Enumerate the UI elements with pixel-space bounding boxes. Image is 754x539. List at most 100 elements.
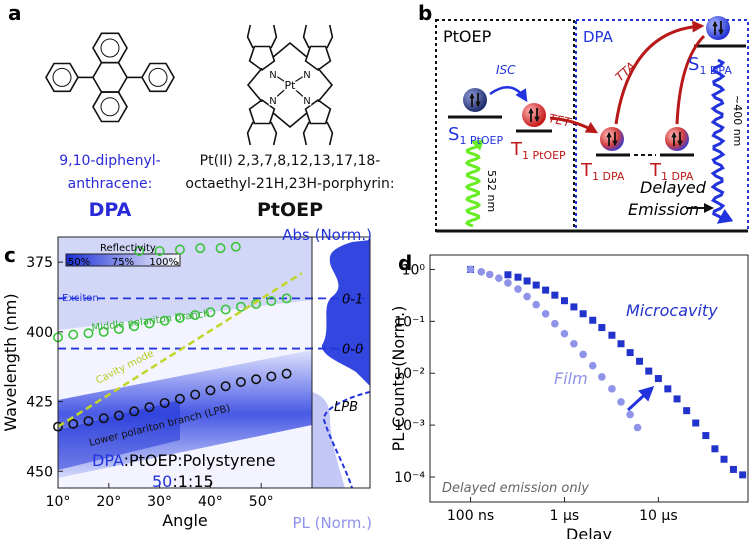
sample-part: DPA [92,451,124,470]
pl-spectrum [323,391,371,489]
point [174,244,185,255]
y-tick-label: 10⁻¹ [394,314,425,330]
x-tick-label: 10° [46,494,71,510]
ring [92,91,128,123]
point [608,385,616,393]
note: Delayed emission only [442,481,589,496]
point [626,349,634,357]
point [711,445,719,453]
molecule-name: 9,10-diphenyl- [59,153,160,169]
ptoep-box [435,19,575,232]
x-axis-title: Delay [566,525,612,539]
state-sub: 1 DPA [699,64,732,77]
point [251,298,262,309]
ethyl [270,121,278,146]
x-tick-label: 1 µs [550,508,580,524]
point [190,389,201,400]
ratio-part: :1:15 [172,472,213,491]
y-tick-label: 10⁻⁴ [394,470,425,486]
tta-arrow [614,20,705,125]
point [266,296,277,307]
state-main: T [510,139,523,160]
point [664,385,672,393]
colorbar-label: 75% [112,257,134,268]
point [159,315,170,326]
point [98,413,109,424]
ethyl [246,24,254,49]
x-tick-label: 40° [198,494,223,510]
point [608,331,616,339]
point [532,300,540,309]
y-tick-label: 10⁰ [402,262,426,278]
shift-arrow [626,385,655,412]
y-tick-label: 425 [26,395,53,411]
state-sub: 1 DPA [661,170,694,183]
point [673,395,681,403]
delayed-label: Delayed [640,178,707,197]
reference-label: 0-0 [342,343,363,358]
point [617,398,625,406]
point [220,381,231,392]
point [466,265,475,274]
point [626,410,634,419]
series-label: Film [554,369,588,388]
ring [141,62,175,93]
electron-state [522,103,546,127]
point [230,241,241,252]
heatmap-core [58,400,180,470]
point [588,361,597,370]
point [560,329,569,338]
coordination-bond [272,84,291,101]
point [205,307,216,318]
abs-spectrum [321,240,370,386]
excitation-label: 532 nm [485,170,498,212]
point [195,243,206,254]
ethyl [302,121,310,146]
x-tick-label: 10 µs [639,508,677,524]
point [654,375,662,383]
point [134,245,145,256]
ring [45,62,79,93]
point [68,418,79,429]
process-label: ISC [496,63,516,77]
y-tick-label: 10⁻³ [394,418,425,434]
pl-fill [312,392,345,488]
state-sub: 1 PtOEP [459,134,503,147]
state-label: T1 PtOEP [510,139,566,162]
molecule-abbr: DPA [89,199,132,221]
point [281,293,292,304]
y-tick-label: 375 [26,255,53,271]
electron-state [665,127,689,151]
electron-state [706,16,730,40]
electron-state [463,88,487,112]
isc-arrow [489,86,528,103]
state-label: T1 DPA [649,160,694,183]
point [159,397,170,408]
pyrrole [304,99,332,125]
state-main: T [649,160,662,181]
delayed-label: Emission [628,200,699,219]
tta-arrow [675,34,706,125]
point [235,301,246,312]
point [98,326,109,337]
x-tick-label: 50° [249,494,274,510]
exciton-label: Exciton [62,293,99,304]
molecule-name: octaethyl-21H,23H-porphyrin: [185,176,394,192]
point [477,268,486,276]
box-title: PtOEP [443,27,492,46]
lpb-label: LPB [334,400,358,415]
point [692,419,700,427]
ethyl [326,121,334,146]
panel-label: a [8,1,22,25]
point [266,371,277,382]
state-sub: 1 PtOEP [522,149,566,162]
tet-arrow [549,116,599,134]
x-tick-label: 30° [147,494,172,510]
ethyl [302,24,310,49]
point [542,286,550,294]
aromatic-ring [148,67,168,87]
meso-bridge [272,41,308,58]
point [551,319,559,328]
point [144,318,155,329]
point [598,373,606,381]
